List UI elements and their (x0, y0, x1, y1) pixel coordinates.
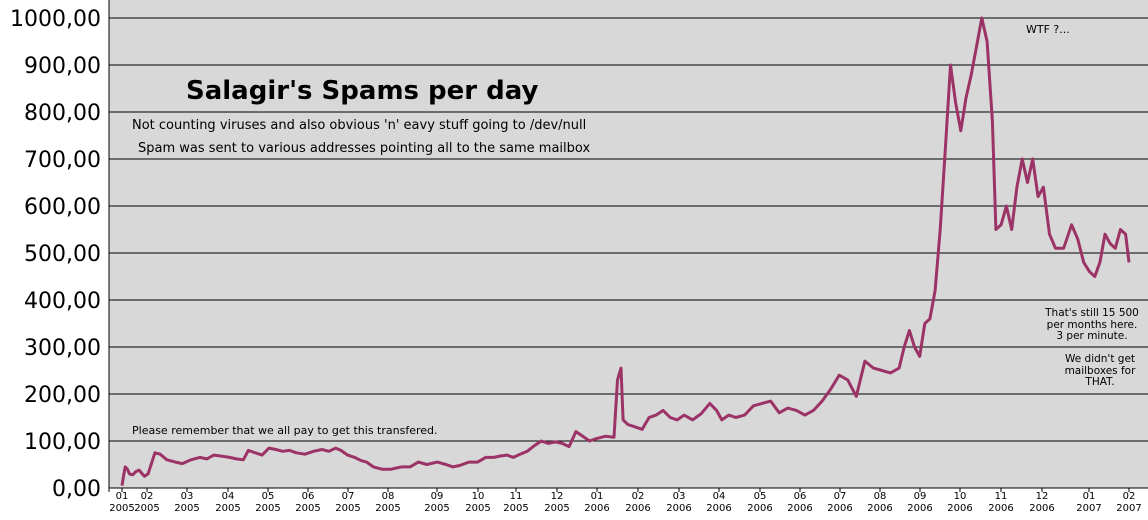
x-tick-month: 09 (914, 491, 927, 502)
x-tick-month: 08 (382, 491, 395, 502)
annotation-didnt-line-3: THAT. (1084, 376, 1114, 388)
x-tick-year: 2007 (1076, 503, 1101, 514)
x-tick-month: 06 (302, 491, 315, 502)
x-tick-month: 11 (510, 491, 523, 502)
annotation-remember: Please remember that we all pay to get t… (132, 424, 438, 437)
y-tick-label: 800,00 (24, 101, 101, 126)
x-tick-year: 2005 (134, 503, 159, 514)
y-tick-label: 900,00 (24, 54, 101, 79)
x-tick-year: 2005 (109, 503, 134, 514)
y-tick-label: 700,00 (24, 148, 101, 173)
y-tick-label: 600,00 (24, 195, 101, 220)
x-tick-year: 2005 (424, 503, 449, 514)
x-tick-year: 2005 (544, 503, 569, 514)
x-tick-month: 02 (141, 491, 154, 502)
x-tick-month: 05 (754, 491, 767, 502)
x-tick-year: 2006 (947, 503, 972, 514)
x-tick-month: 03 (181, 491, 194, 502)
x-tick-month: 11 (995, 491, 1008, 502)
x-tick-year: 2005 (174, 503, 199, 514)
annotation-still-line-1: That's still 15 500 (1044, 307, 1139, 319)
x-tick-month: 10 (472, 491, 485, 502)
x-tick-year: 2005 (335, 503, 360, 514)
x-tick-month: 09 (431, 491, 444, 502)
annotation-didnt-line-1: We didn't get (1065, 353, 1135, 365)
x-tick-year: 2007 (1116, 503, 1141, 514)
x-tick-year: 2006 (867, 503, 892, 514)
annotation-still-line-2: per months here. (1047, 319, 1138, 331)
y-tick-label: 0,00 (52, 477, 101, 502)
x-tick-month: 08 (874, 491, 887, 502)
x-tick-year: 2006 (706, 503, 731, 514)
x-tick-year: 2005 (465, 503, 490, 514)
x-tick-year: 2006 (907, 503, 932, 514)
grid-lines (108, 0, 1148, 492)
x-tick-month: 12 (551, 491, 564, 502)
spam-series-line (120, 16, 1131, 486)
x-tick-year: 2006 (1029, 503, 1054, 514)
x-tick-month: 06 (794, 491, 807, 502)
y-tick-label: 500,00 (24, 242, 101, 267)
x-tick-year: 2006 (747, 503, 772, 514)
x-tick-year: 2006 (787, 503, 812, 514)
x-tick-month: 10 (954, 491, 967, 502)
annotation-still-line-3: 3 per minute. (1056, 330, 1127, 342)
x-tick-month: 05 (262, 491, 275, 502)
x-tick-month: 12 (1036, 491, 1049, 502)
x-tick-year: 2006 (625, 503, 650, 514)
chart-title: Salagir's Spams per day (186, 76, 539, 106)
y-axis: 0,00 100,00 200,00 300,00 400,00 500,00 600,00… (10, 7, 101, 502)
x-tick-year: 2006 (666, 503, 691, 514)
x-tick-year: 2006 (827, 503, 852, 514)
x-tick-year: 2005 (295, 503, 320, 514)
x-tick-year: 2005 (375, 503, 400, 514)
x-tick-month: 04 (713, 491, 726, 502)
y-tick-label: 300,00 (24, 336, 101, 361)
x-tick-month: 03 (673, 491, 686, 502)
chart-subtitle-line-2: Spam was sent to various addresses point… (138, 141, 590, 156)
annotation-wtf: WTF ?... (1026, 23, 1070, 36)
x-tick-year: 2005 (255, 503, 280, 514)
x-tick-month: 02 (1123, 491, 1136, 502)
annotation-didnt-line-2: mailboxes for (1065, 365, 1137, 377)
x-tick-month: 02 (632, 491, 645, 502)
x-tick-year: 2005 (503, 503, 528, 514)
x-tick-year: 2006 (988, 503, 1013, 514)
y-tick-label: 200,00 (24, 383, 101, 408)
x-tick-month: 01 (116, 491, 129, 502)
chart-subtitle-line-1: Not counting viruses and also obvious 'n… (132, 118, 586, 133)
x-tick-month: 07 (342, 491, 355, 502)
x-tick-month: 04 (222, 491, 235, 502)
y-tick-label: 400,00 (24, 289, 101, 314)
plot-area (109, 0, 1148, 488)
x-tick-year: 2005 (215, 503, 240, 514)
x-tick-month: 01 (1083, 491, 1096, 502)
x-tick-month: 07 (834, 491, 847, 502)
y-tick-label: 1000,00 (10, 7, 101, 32)
x-tick-month: 01 (591, 491, 604, 502)
x-axis: 0120050220050320050420050520050620050720… (109, 488, 1142, 514)
y-tick-label: 100,00 (24, 430, 101, 455)
x-tick-year: 2006 (584, 503, 609, 514)
